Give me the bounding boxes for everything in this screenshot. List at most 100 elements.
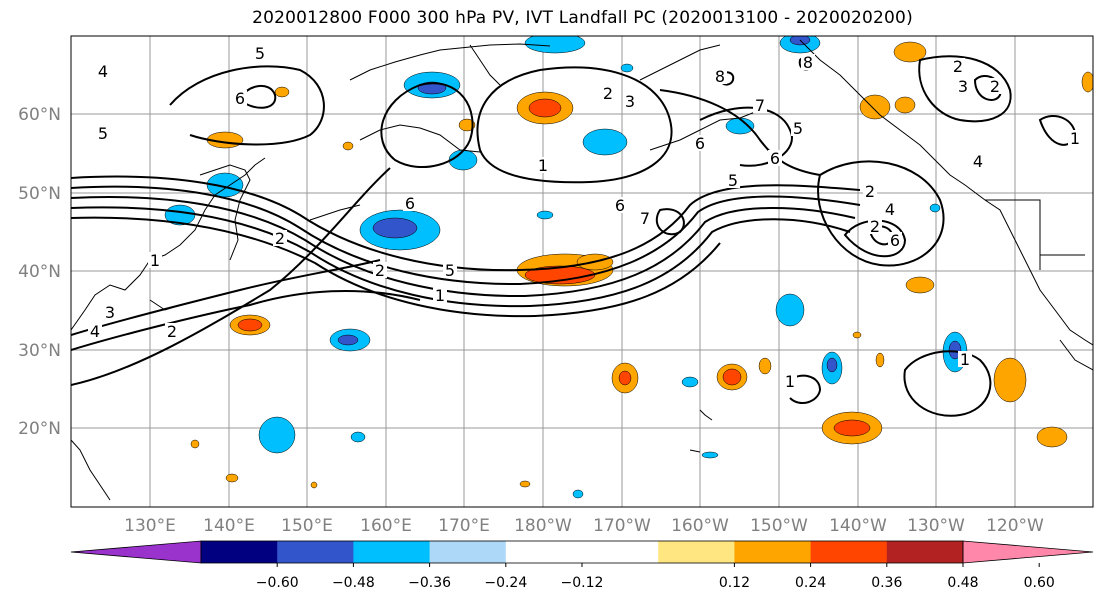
contour-label: 1 (960, 350, 970, 369)
contour-label: 2 (375, 261, 385, 280)
pv-anomaly-patch (237, 318, 263, 332)
colorbar-tick-label: 0.60 (1024, 575, 1055, 591)
coastlines (71, 39, 1093, 501)
contour-label: 8 (715, 67, 725, 86)
colorbar-tick-label: 0.36 (871, 575, 902, 591)
latitude-label: 50°N (18, 184, 61, 204)
contour-label: 4 (90, 322, 100, 341)
pv-anomaly-patch (1036, 426, 1068, 448)
pv-anomaly-patch (905, 276, 935, 294)
pv-anomaly-patch (536, 210, 554, 220)
latitude-label: 60°N (18, 105, 61, 125)
pv-anomaly-patch (582, 128, 628, 156)
pv-anomaly-patch (528, 98, 562, 118)
colorbar-segment (886, 541, 964, 563)
contour-label: 7 (640, 209, 650, 228)
contour-label: 5 (445, 261, 455, 280)
colorbar-segment (353, 541, 431, 563)
latitude-label: 30°N (18, 341, 61, 361)
contour-label: 2 (865, 182, 875, 201)
contour-label: 5 (728, 171, 738, 190)
colorbar-segment (582, 541, 659, 563)
pv-anomaly-patch (458, 118, 476, 132)
map-title: 2020012800 F000 300 hPa PV, IVT Landfall… (252, 8, 913, 28)
colorbar-segment (810, 541, 888, 563)
pv-anomaly-patch (681, 376, 699, 388)
longitude-label: 170°E (438, 516, 490, 536)
pv-anomaly-patch (929, 203, 941, 213)
pv-anomaly-patch (758, 357, 772, 375)
pv-anomaly-patch (893, 41, 927, 63)
contour-label: 6 (695, 134, 705, 153)
longitude-label: 150°E (281, 516, 333, 536)
colorbar-tick-label: 0.12 (719, 575, 750, 591)
colorbar (70, 540, 1094, 564)
longitude-label: 130°W (907, 516, 965, 536)
longitude-labels: 130°E 140°E 150°E 160°E 170°E 180°W 170°W 160°W… (124, 516, 1044, 536)
pv-anomaly-patch (190, 439, 200, 449)
colorbar-tick-label: −0.48 (332, 575, 375, 591)
contour-label: 5 (98, 124, 108, 143)
contour-label: 3 (105, 303, 115, 322)
pv-anomaly-patch (417, 81, 447, 95)
contour-label: 6 (615, 196, 625, 215)
pv-anomaly-patch (826, 357, 838, 373)
pv-anomaly-patch (875, 352, 885, 368)
pv-anomaly-patch (618, 370, 632, 386)
colorbar-segment (505, 541, 583, 563)
contour-label: 3 (625, 92, 635, 111)
contour-label: 2 (603, 84, 613, 103)
pv-contours (71, 55, 1077, 417)
colorbar-tick-label: −0.12 (561, 575, 604, 591)
pv-anomaly-patch (1081, 71, 1093, 93)
colorbar-tick-label: −0.36 (408, 575, 451, 591)
map-frame (70, 35, 1094, 508)
contour-label: 1 (435, 286, 445, 305)
longitude-label: 120°W (986, 516, 1044, 536)
contour-label: 6 (235, 89, 245, 108)
longitude-label: 140°E (203, 516, 255, 536)
contour-label: 1 (538, 156, 548, 175)
colorbar-tick-label: 0.24 (795, 575, 826, 591)
contour-label: 2 (953, 57, 963, 76)
colorbar-tick-labels: −0.60 −0.48 −0.36 −0.24 −0.12 0.12 0.24 0.36 0.4… (256, 563, 1055, 591)
contour-label: 8 (803, 53, 813, 72)
pv-anomaly-patch (833, 419, 871, 437)
contour-label: 6 (770, 149, 780, 168)
contour-label: 2 (990, 77, 1000, 96)
pv-anomaly-patch (775, 293, 805, 327)
longitude-label: 160°E (360, 516, 412, 536)
pv-anomaly-patch (448, 149, 478, 171)
colorbar-tick-label: 0.48 (947, 575, 978, 591)
pv-anomaly-patch (725, 117, 755, 135)
pv-anomaly-patch (524, 36, 586, 54)
latitude-label: 40°N (18, 262, 61, 282)
pv-anomaly-patch (993, 357, 1027, 403)
colorbar-tick-label: −0.60 (256, 575, 299, 591)
pv-anomaly-patch (852, 331, 862, 339)
contour-label: 2 (167, 322, 177, 341)
contour-label: 1 (150, 251, 160, 270)
pv-anomaly-patch (225, 473, 239, 483)
longitude-label: 130°E (124, 516, 176, 536)
longitude-label: 160°W (671, 516, 729, 536)
contour-label: 4 (973, 152, 983, 171)
pv-anomaly-patch (620, 63, 634, 73)
contour-label: 1 (1070, 129, 1080, 148)
contour-label: 5 (255, 44, 265, 63)
contour-label: 7 (755, 96, 765, 115)
longitude-label: 170°W (593, 516, 651, 536)
contour-label: 4 (98, 62, 108, 81)
pv-anomaly-patch (350, 431, 366, 443)
pv-anomaly-patch (337, 334, 359, 346)
longitude-label: 140°W (829, 516, 887, 536)
pv-anomaly-patch (701, 451, 719, 459)
contour-label: 2 (870, 217, 880, 236)
colorbar-segment (962, 540, 1094, 564)
colorbar-segment (277, 541, 354, 563)
colorbar-segment (658, 541, 735, 563)
pv-anomaly-patch (310, 481, 318, 489)
pv-anomaly-patch (258, 416, 296, 454)
longitude-label: 180°W (514, 516, 572, 536)
latitude-labels: 60°N 50°N 40°N 30°N 20°N (18, 105, 61, 439)
